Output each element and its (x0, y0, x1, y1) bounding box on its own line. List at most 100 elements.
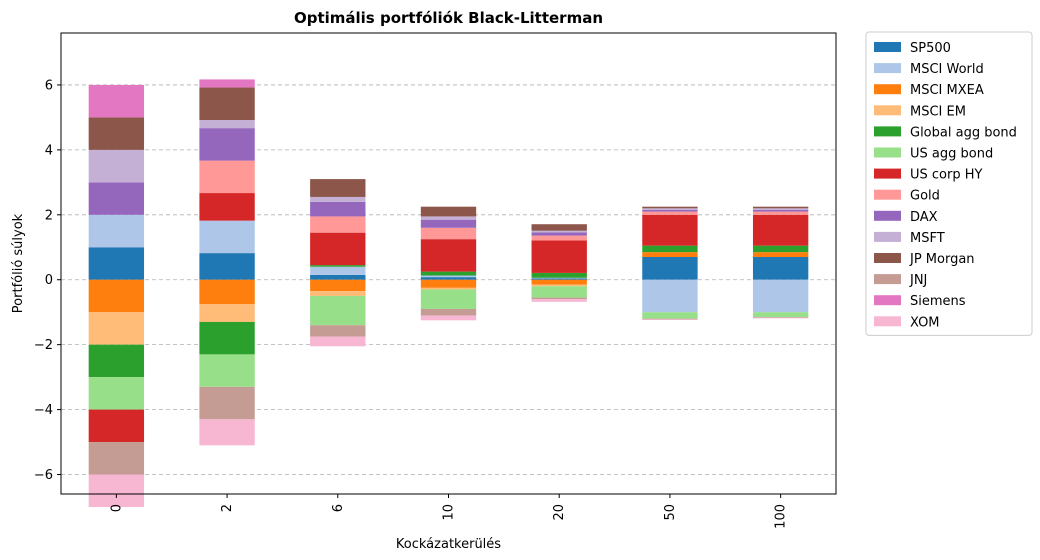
legend-swatch (874, 126, 901, 137)
legend-label: XOM (910, 315, 940, 330)
bar-segment (199, 160, 255, 194)
bar-segment (88, 247, 145, 280)
bar-segment (642, 318, 698, 320)
bar-segment (531, 230, 587, 233)
legend-label: MSCI World (910, 62, 984, 77)
bar-segment (88, 377, 145, 410)
bar-segment (199, 79, 255, 88)
bar-segment (310, 266, 366, 275)
bar-segment (88, 214, 145, 248)
legend-label: US agg bond (910, 147, 993, 162)
y-tick-label: −2 (34, 338, 53, 353)
bar-segment (642, 257, 698, 280)
bar-segment (199, 304, 255, 322)
legend-swatch (874, 168, 901, 179)
bar-segment (752, 317, 809, 319)
bar-segment (199, 120, 255, 129)
bar-segment (752, 312, 809, 318)
bar-segment (642, 206, 698, 209)
bar-segment (752, 209, 809, 212)
legend-swatch (874, 295, 901, 306)
bar-segment (199, 220, 255, 254)
bar-segment (531, 299, 587, 302)
y-tick-label: 2 (45, 208, 53, 223)
axes: −6 −4 −2 0 2 4 6 0 2 6 10 20 50 100 (34, 78, 789, 528)
bar-segment (420, 308, 477, 316)
x-tick-label: 2 (220, 504, 235, 512)
bar-segment (310, 179, 366, 197)
bar-segment (420, 287, 477, 290)
legend-swatch (874, 231, 901, 242)
bar-segment (88, 344, 145, 378)
bar-segment (642, 208, 698, 210)
bar-segment (199, 321, 255, 355)
x-tick-label: 6 (331, 504, 346, 512)
bar-segment (88, 279, 145, 313)
bars (88, 79, 809, 507)
legend-label: DAX (910, 210, 938, 225)
bar-segment (199, 419, 255, 446)
bar-segment (531, 224, 587, 231)
bar-segment (531, 272, 587, 278)
legend-swatch (874, 210, 901, 221)
bar-segment (88, 84, 145, 118)
bar-segment (752, 206, 809, 209)
bar-segment (88, 409, 145, 443)
bar-segment (531, 297, 587, 300)
x-axis-title: Kockázatkerülés (396, 537, 501, 552)
legend-swatch (874, 189, 901, 200)
x-tick-label: 50 (663, 504, 678, 521)
legend-swatch (874, 63, 901, 74)
legend-swatch (874, 253, 901, 263)
bar-segment (199, 386, 255, 420)
bar-segment (531, 240, 587, 273)
legend-label: JNJ (909, 273, 927, 288)
bar-segment (88, 442, 145, 475)
bar-segment (531, 279, 587, 285)
legend-box (865, 31, 1033, 336)
bar-segment (642, 319, 698, 320)
bar-segment (88, 182, 145, 215)
legend-swatch (874, 84, 901, 95)
legend-label: US corp HY (910, 168, 983, 183)
legend-swatch (874, 147, 901, 158)
bar-segment (199, 354, 255, 387)
bar-segment (642, 214, 698, 246)
legend-swatch (874, 42, 901, 52)
bar-segment (420, 219, 477, 228)
bar-segment (199, 87, 255, 121)
bar-segment (88, 149, 145, 183)
bar-segment (310, 279, 366, 292)
bar-segment (199, 253, 255, 280)
bar-segment (642, 312, 698, 319)
bar-segment (642, 211, 698, 215)
bar-segment (531, 235, 587, 241)
legend-label: MSFT (910, 231, 945, 246)
bar-segment (420, 315, 477, 321)
x-tick-label: 10 (442, 504, 457, 521)
x-tick-label: 0 (109, 504, 124, 512)
bar-segment (420, 239, 477, 272)
bar-segment (752, 279, 809, 313)
bar-segment (420, 271, 477, 276)
y-tick-label: 0 (45, 273, 53, 288)
bar-segment (88, 117, 145, 150)
y-tick-label: 4 (45, 143, 53, 158)
bar-segment (752, 245, 809, 253)
bar-segment (752, 257, 809, 280)
bar-segment (199, 279, 255, 305)
bar-segment (531, 286, 587, 298)
chart-title: Optimális portfóliók Black-Litterman (294, 9, 603, 27)
bar-segment (420, 277, 477, 280)
bar-segment (310, 216, 366, 233)
legend-swatch (874, 274, 901, 285)
bar-segment (310, 274, 366, 280)
legend: SP500 MSCI World MSCI MXEA MSCI EM Global ag… (865, 31, 1033, 336)
legend-label: JP Morgan (909, 252, 975, 267)
y-tick-label: −4 (34, 403, 53, 418)
bar-segment (310, 196, 366, 202)
bar-segment (88, 474, 145, 507)
bar-segment (642, 252, 698, 258)
